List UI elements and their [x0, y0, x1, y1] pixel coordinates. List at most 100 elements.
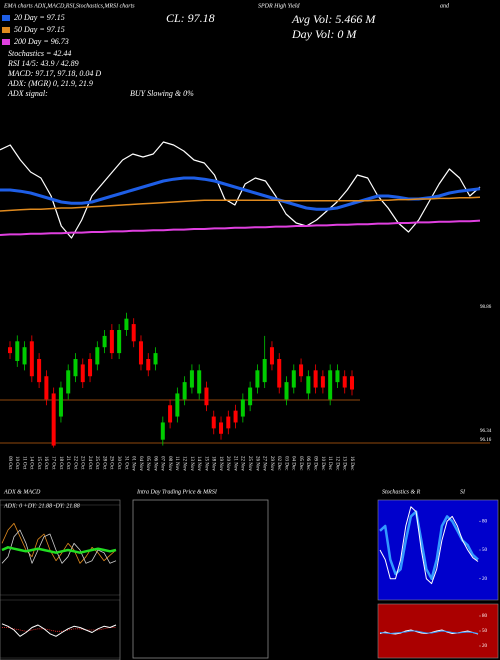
x-tick-label: 29 Oct — [109, 456, 114, 470]
legend-label: 50 Day = 97.15 — [14, 25, 65, 34]
candle-body — [102, 335, 107, 348]
candle-body — [37, 359, 42, 383]
series-line — [379, 506, 479, 585]
x-tick-label: 22 Oct — [72, 456, 77, 470]
candle-body — [313, 370, 318, 388]
legend-swatch — [2, 15, 10, 21]
candle-body — [189, 370, 194, 388]
x-tick-label: 17 Oct — [51, 456, 56, 470]
candle-body — [80, 364, 85, 383]
series-line — [0, 176, 481, 211]
series-line — [1, 546, 117, 554]
x-tick-label: 04 Nov — [138, 456, 143, 471]
x-tick-label: 27 Nov — [262, 456, 267, 471]
x-tick-label: 12 Dec — [334, 456, 339, 471]
x-tick-label: 21 Nov — [232, 456, 237, 471]
x-tick-label: 13 Dec — [342, 456, 347, 471]
x-tick-label: 28 Oct — [101, 456, 106, 470]
series-line — [0, 196, 481, 212]
candle-body — [160, 422, 165, 440]
candle-body — [320, 376, 325, 388]
series-line — [379, 630, 479, 634]
candle-body — [255, 370, 260, 388]
candle-body — [168, 405, 173, 423]
candle-body — [240, 399, 245, 417]
candle-body — [153, 353, 158, 365]
x-tick-label: 07 Nov — [160, 456, 165, 471]
symbol: SPDR High Yield — [258, 3, 301, 9]
legend-swatch — [2, 27, 10, 33]
panel-title: Intra Day Trading Price & MRSI — [136, 489, 218, 495]
candle-body — [58, 387, 63, 417]
x-tick-label: 31 Oct — [123, 456, 128, 470]
x-tick-label: 29 Nov — [269, 456, 274, 471]
legend-swatch — [2, 39, 10, 45]
candle-body — [175, 393, 180, 417]
candle-body — [291, 370, 296, 388]
panel-title: Stochastics & R — [382, 489, 421, 495]
x-tick-label: 01 Nov — [131, 456, 136, 471]
adx-box — [0, 504, 121, 596]
candle-body — [350, 376, 354, 390]
x-tick-label: 21 Oct — [65, 456, 70, 470]
candle-body — [15, 341, 20, 361]
x-tick-label: 18 Nov — [211, 456, 216, 471]
info: RSI 14/5: 43.9 / 42.89 — [7, 59, 79, 68]
x-tick-label: 08 Nov — [167, 456, 172, 471]
x-tick-label: 05 Nov — [145, 456, 150, 471]
info: MACD: 97.17, 97.18, 0.04 D — [7, 69, 101, 78]
x-tick-label: 16 Dec — [349, 456, 354, 471]
x-tick-label: 14 Nov — [196, 456, 201, 471]
candle-body — [95, 347, 100, 365]
candle-body — [335, 370, 340, 383]
legend-label: 20 Day = 97.15 — [14, 13, 65, 22]
x-tick-label: 05 Dec — [298, 456, 303, 471]
adx-panel — [0, 499, 121, 660]
header-title: EMA charts ADX,MACD,RSI,Stochastics,MRSI… — [3, 3, 135, 9]
x-tick-label: 25 Nov — [247, 456, 252, 471]
x-tick-label: 22 Nov — [240, 456, 245, 471]
x-tick-label: 04 Dec — [291, 456, 296, 471]
x-tick-label: 18 Oct — [58, 456, 63, 470]
y-tick-label: 80 — [482, 519, 488, 524]
x-tick-label: 10 Dec — [320, 456, 325, 471]
candle-body — [211, 416, 216, 429]
candle-body — [66, 370, 71, 394]
x-tick-label: 06 Nov — [152, 456, 157, 471]
close: CL: 97.18 — [166, 11, 215, 25]
candle-body — [146, 359, 151, 371]
header-tail: and — [440, 3, 450, 9]
candle-body — [248, 387, 253, 406]
y-tick-label: 50 — [482, 548, 488, 553]
candle-body — [182, 382, 187, 400]
intraday-panel — [132, 499, 269, 659]
candle-body — [284, 382, 289, 400]
candle-body — [73, 359, 78, 377]
y-tick-label: 20 — [482, 577, 488, 582]
series-line — [0, 141, 481, 239]
info: Stochastics = 42.44 — [8, 49, 71, 58]
candle-body — [277, 359, 282, 388]
candle-body — [342, 376, 347, 388]
x-tick-label: 03 Dec — [283, 456, 288, 471]
x-tick-label: 16 Oct — [43, 456, 48, 470]
candle-body — [226, 416, 231, 429]
candle-body — [88, 359, 93, 377]
x-tick-label: 20 Nov — [225, 456, 230, 471]
y-tick-label: 20 — [482, 644, 488, 649]
avg-vol: Avg Vol: 5.466 M — [291, 12, 376, 26]
candle-body — [138, 341, 143, 365]
x-tick-label: 02 Dec — [276, 456, 281, 471]
candle-body — [8, 347, 12, 354]
x-tick-label: 23 Oct — [80, 456, 85, 470]
panel-subtitle: ADX: 0 +DY: 21.88 -DY: 21.88 — [3, 503, 80, 509]
candle-body — [51, 393, 56, 446]
x-tick-label: 11 Dec — [327, 456, 332, 471]
x-tick-label: 10 Oct — [14, 456, 19, 470]
y-tick-label: 80 — [482, 614, 488, 619]
panel-title: SI — [460, 489, 466, 495]
candle-body — [299, 364, 304, 377]
x-tick-label: 15 Oct — [36, 456, 41, 470]
x-tick-label: 30 Oct — [116, 456, 121, 470]
